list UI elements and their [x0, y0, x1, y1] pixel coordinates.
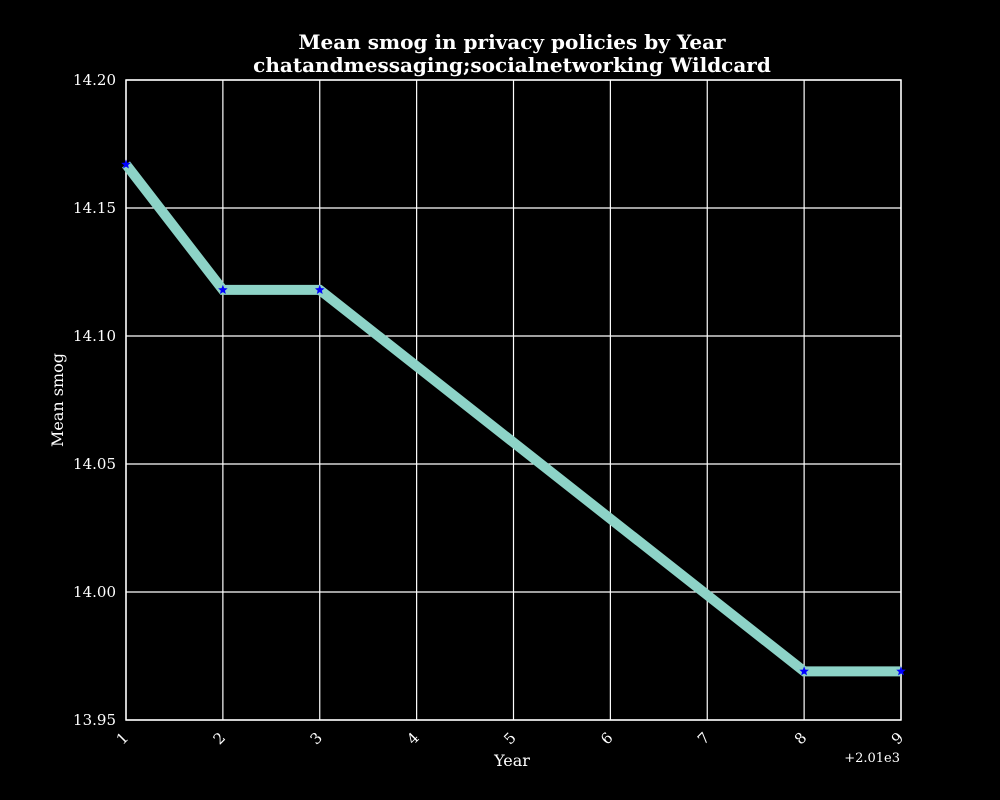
y-tick-label: 14.05: [73, 455, 116, 473]
marker-layer: [121, 159, 906, 676]
x-tick-label: 5: [500, 729, 519, 748]
x-axis-offset-label: +2.01e3: [844, 751, 900, 766]
x-tick-label: 2: [210, 729, 229, 748]
data-point-marker: [218, 284, 228, 294]
data-point-marker: [314, 284, 325, 294]
x-axis-label: Year: [493, 751, 530, 770]
data-point-marker: [799, 666, 809, 676]
x-tick-label: 6: [597, 729, 616, 748]
x-tick-labels: 1 2 3 4 5 6 7 8 9: [113, 729, 907, 748]
chart-title: Mean smog in privacy policies by Year: [298, 30, 726, 54]
y-tick-labels: 13.95 14.00 14.05 14.10 14.15 14.20: [73, 71, 116, 729]
x-tick-label: 1: [113, 729, 132, 748]
y-tick-label: 14.10: [73, 327, 116, 345]
x-tick-label: 3: [306, 729, 325, 748]
x-tick-label: 8: [791, 729, 810, 748]
plot-area-frame: [125, 79, 902, 721]
data-point-marker: [121, 159, 131, 169]
chart-subtitle: chatandmessaging;socialnetworking Wildca…: [253, 53, 771, 77]
grid-lines: [125, 79, 902, 721]
x-tick-label: 7: [694, 729, 713, 748]
y-tick-label: 14.15: [73, 199, 116, 217]
y-axis-label: Mean smog: [48, 353, 67, 447]
y-tick-label: 14.00: [73, 583, 116, 601]
x-tick-label: 9: [888, 729, 907, 748]
data-point-marker: [896, 666, 906, 676]
x-tick-label: 4: [403, 729, 422, 748]
y-tick-label: 14.20: [73, 71, 116, 89]
y-tick-label: 13.95: [73, 711, 116, 729]
